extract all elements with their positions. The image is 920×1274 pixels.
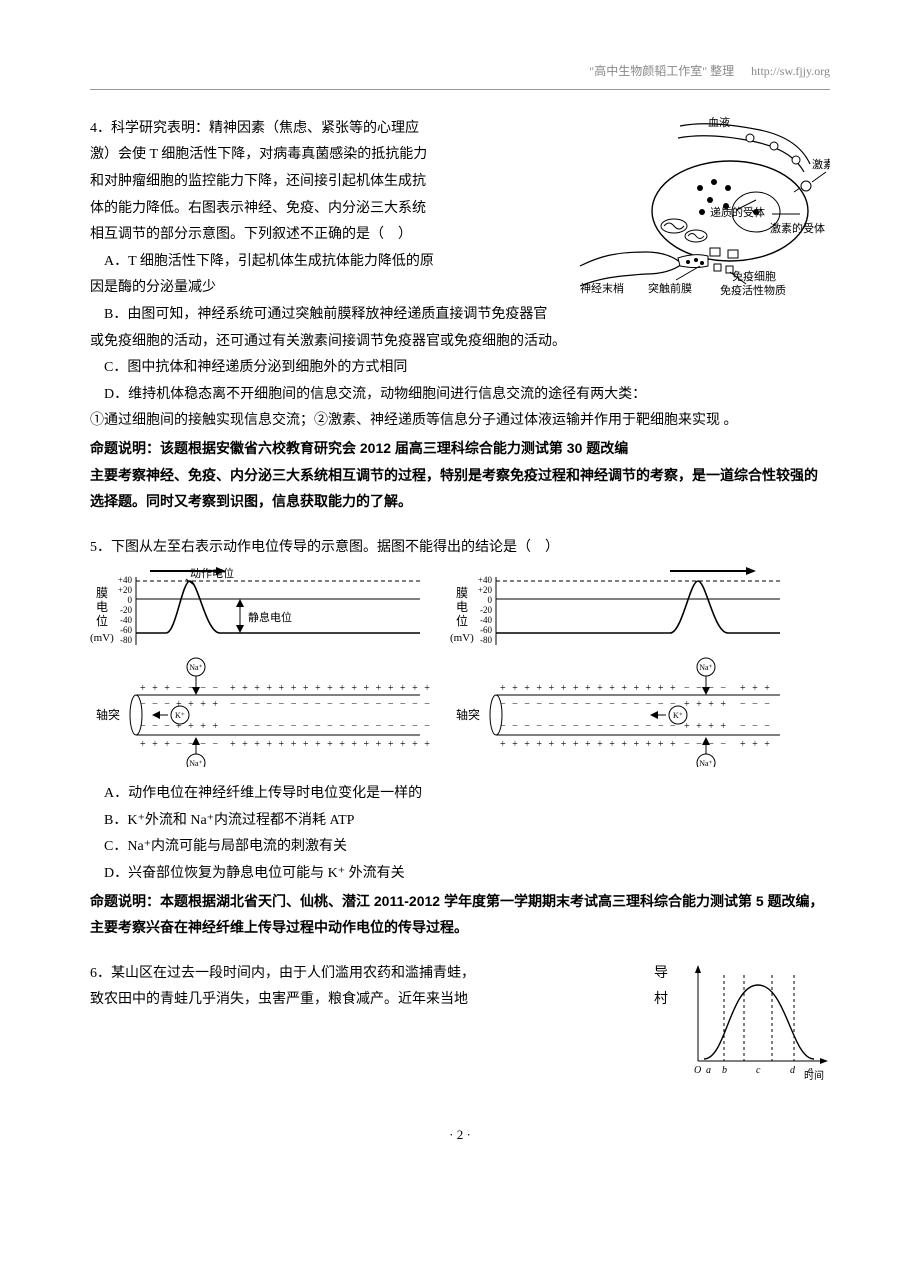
q5-note: 命题说明：本题根据湖北省天门、仙桃、潜江 2011-2012 学年度第一学期期末… [90,888,830,941]
question-4: 血液 激素 [90,116,830,515]
svg-text:0: 0 [128,595,133,605]
svg-text:Na⁺: Na⁺ [189,663,203,672]
q5-figure-right: 膜 电 位 (mV) +40 +20 0 -20 -40 -60 -80 轴突 … [450,567,790,767]
svg-text:膜: 膜 [456,586,468,600]
q6-line2-tail: 村 [654,987,668,1014]
q4-choice-c: C．图中抗体和神经递质分泌到细胞外的方式相同 [90,355,830,382]
svg-text:-20: -20 [120,605,132,615]
q5-choice-b: B．K⁺外流和 Na⁺内流过程都不消耗 ATP [90,808,830,835]
svg-text:-80: -80 [480,635,492,645]
q4-note1: 命题说明：该题根据安徽省六校教育研究会 2012 届高三理科综合能力测试第 30… [90,435,830,462]
svg-text:Na⁺: Na⁺ [699,663,713,672]
svg-text:-40: -40 [120,615,132,625]
svg-text:-60: -60 [120,625,132,635]
q4-label-immune-sub: 免疫活性物质 [720,283,786,296]
q4-figure: 血液 激素 [560,116,830,307]
q5-choice-d: D．兴奋部位恢复为静息电位可能与 K⁺ 外流有关 [90,861,830,888]
q5-figure-left: 膜 电 位 (mV) +40 +20 0 -20 -40 -60 -80 动作电… [90,567,430,767]
svg-text:− − − − − − − − − − − − − − −: − − − − − − − − − − − − − − − [500,699,678,710]
svg-text:− − − − − − − − − − − − − − −: − − − − − − − − − − − − − − − [500,721,678,732]
svg-text:轴突: 轴突 [96,707,120,722]
svg-text:-40: -40 [480,615,492,625]
q4-label-hormone: 激素 [812,157,830,171]
svg-text:O: O [694,1065,701,1076]
svg-text:c: c [756,1065,761,1076]
svg-text:− − −: − − − [740,699,772,710]
q6-line1-tail: 导 [654,961,668,988]
question-5: 5．下图从左至右表示动作电位传导的示意图。据图不能得出的结论是（ ） 膜 电 位… [90,535,830,941]
q4-choice-d: D．维持机体稳态离不开细胞间的信息交流，动物细胞间进行信息交流的途径有两大类： [90,382,830,409]
svg-text:-20: -20 [480,605,492,615]
q5-choice-c: C．Na⁺内流可能与局部电流的刺激有关 [90,834,830,861]
svg-text:b: b [722,1065,727,1076]
svg-text:静息电位: 静息电位 [248,610,292,624]
svg-text:− − −: − − − [140,699,172,710]
svg-text:K⁺: K⁺ [175,711,185,720]
q4-sub1: ①通过细胞间的接触实现信息交流；②激素、神经递质等信息分子通过体液运输并作用于靶… [90,408,830,435]
svg-text:d: d [790,1065,796,1076]
svg-text:+ + + +: + + + + [684,699,728,710]
svg-text:+ + + + + + + + + + + + + + +: + + + + + + + + + + + + + + + + + [230,739,430,750]
svg-text:-60: -60 [480,625,492,635]
svg-text:− − − − − − − − − − − − − − −: − − − − − − − − − − − − − − − − − [230,721,430,732]
q5-stem: 5．下图从左至右表示动作电位传导的示意图。据图不能得出的结论是（ ） [90,535,830,562]
svg-text:+ + + + + + + + + + + + + + +: + + + + + + + + + + + + + + + [500,683,678,694]
svg-text:− − − − − − − − − − − − − − −: − − − − − − − − − − − − − − − − − [230,699,430,710]
q4-label-presyn: 突触前膜 [648,281,692,295]
svg-text:0: 0 [488,595,493,605]
svg-text:轴突: 轴突 [456,707,480,722]
svg-text:+20: +20 [118,585,133,595]
svg-text:时间: 时间 [804,1069,824,1081]
svg-text:− − −: − − − [140,721,172,732]
svg-text:电: 电 [96,600,108,614]
page-number: · 2 · [90,1123,830,1148]
svg-text:a: a [706,1065,711,1076]
q5-choice-a: A．动作电位在神经纤维上传导时电位变化是一样的 [90,781,830,808]
q6-figure: O a b c d e 时间 [680,961,830,1092]
header-url: http://sw.fjjy.org [751,64,830,78]
svg-text:+ + + +: + + + + [684,721,728,732]
svg-text:+ + +: + + + [140,739,172,750]
header-credit: "高中生物颜韬工作室" 整理 [589,64,734,78]
q4-label-nerve: 神经末梢 [580,281,624,295]
svg-text:位: 位 [456,613,468,628]
svg-text:+40: +40 [478,575,493,585]
svg-text:动作电位: 动作电位 [190,567,234,580]
svg-text:位: 位 [96,613,108,628]
svg-text:(mV): (mV) [450,632,474,644]
svg-text:膜: 膜 [96,586,108,600]
q4-label-immune-cell: 免疫细胞 [732,269,776,283]
q6-line1-pre: 6．某山区在过去一段时间内，由于人们滥用农药和滥捕青蛙， [90,966,475,981]
svg-text:+ + + + + + + + + + + + + + +: + + + + + + + + + + + + + + + + + [230,683,430,694]
header-divider [90,89,830,90]
svg-text:+20: +20 [478,585,493,595]
q4-note2: 主要考察神经、免疫、内分泌三大系统相互调节的过程，特别是考察免疫过程和神经调节的… [90,462,830,515]
svg-text:K⁺: K⁺ [673,711,683,720]
svg-text:+ + +: + + + [140,683,172,694]
svg-text:Na⁺: Na⁺ [699,759,713,767]
svg-text:− − −: − − − [740,721,772,732]
svg-text:(mV): (mV) [90,632,114,644]
q4-label-rec-transmitter: 递质的受体 [710,205,765,219]
page-header: "高中生物颜韬工作室" 整理 http://sw.fjjy.org [90,60,830,83]
svg-text:+40: +40 [118,575,133,585]
q4-choice-b: B．由图可知，神经系统可通过突触前膜释放神经递质直接调节免疫器官或免疫细胞的活动… [90,302,830,355]
question-6: O a b c d e 时间 6．某山区在过去一段时间内，由于人们滥用农药和滥捕… [90,961,830,1096]
svg-text:+ + +: + + + [740,683,772,694]
svg-text:+ + + + + + + + + + + + + + +: + + + + + + + + + + + + + + + [500,739,678,750]
q4-label-blood: 血液 [708,116,730,129]
svg-text:+ + +: + + + [740,739,772,750]
q6-line2-pre: 致农田中的青蛙几乎消失，虫害严重，粮食减产。近年来当地 [90,992,468,1007]
svg-text:-80: -80 [120,635,132,645]
svg-text:Na⁺: Na⁺ [189,759,203,767]
q5-figures: 膜 电 位 (mV) +40 +20 0 -20 -40 -60 -80 动作电… [90,567,830,767]
svg-text:电: 电 [456,600,468,614]
q4-label-rec-hormone: 激素的受体 [770,221,825,235]
